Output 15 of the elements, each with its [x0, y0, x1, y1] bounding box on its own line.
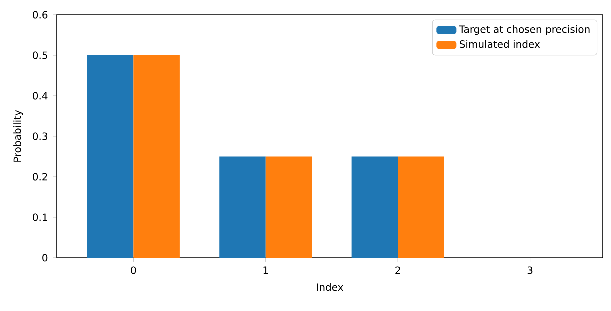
- y-tick-label: 0.2: [33, 173, 48, 181]
- y-tick-label: 0.1: [33, 214, 48, 222]
- x-axis-title: Index: [317, 283, 344, 292]
- x-tick-label: 3: [528, 266, 533, 274]
- legend-label: Simulated index: [460, 40, 540, 48]
- y-tick-label: 0.6: [33, 11, 48, 19]
- y-tick-label: 0.5: [33, 52, 48, 60]
- legend-label: Target at chosen precision: [459, 25, 590, 36]
- x-tick-label: 2: [396, 266, 400, 274]
- y-tick-label: 0.3: [33, 132, 48, 140]
- y-axis-title: Probability: [14, 110, 24, 162]
- x-tick-label: 0: [131, 266, 136, 274]
- y-tick-label: 0.4: [33, 92, 48, 100]
- x-tick-label: 1: [264, 266, 268, 274]
- y-tick-label: 0: [42, 254, 48, 262]
